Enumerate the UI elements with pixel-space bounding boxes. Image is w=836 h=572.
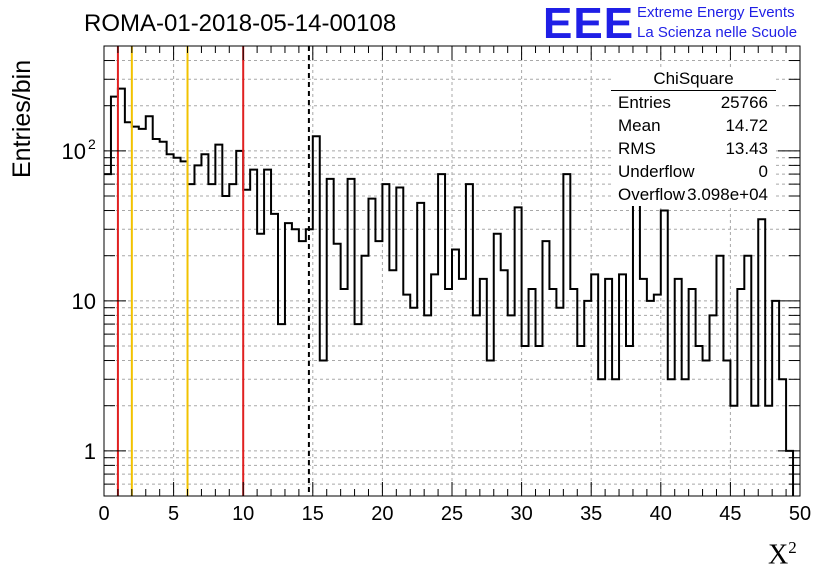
- histogram-line: [104, 87, 795, 496]
- chart-title: ROMA-01-2018-05-14-00108: [84, 10, 397, 37]
- y-tick-label: 10: [62, 139, 86, 164]
- stats-value: 25766: [720, 93, 768, 112]
- stats-key: Underflow: [618, 162, 695, 181]
- x-tick-label: 20: [371, 503, 393, 525]
- stats-key: Overflow: [618, 185, 686, 204]
- x-tick-label: 0: [98, 503, 109, 525]
- stats-value: 3.098e+04: [687, 185, 768, 204]
- x-tick-label: 10: [232, 503, 254, 525]
- stats-value: 13.43: [725, 139, 768, 158]
- stats-box: ChiSquare Entries 25766 Mean 14.72 RMS 13.4…: [611, 68, 776, 206]
- x-axis-ticks: 0 5 10 15 20 25 30 35 40 45 50: [98, 46, 811, 525]
- x-axis-label-exponent: 2: [788, 538, 797, 557]
- x-tick-label: 15: [302, 503, 324, 525]
- stats-key: RMS: [618, 139, 656, 158]
- stats-value: 14.72: [725, 116, 768, 135]
- stats-key: Entries: [618, 93, 671, 112]
- stats-row: Overflow 3.098e+04: [611, 183, 776, 206]
- eee-logo: EEE: [543, 0, 635, 48]
- reference-lines: [116, 46, 310, 496]
- x-tick-label: 35: [580, 503, 602, 525]
- x-axis-label: X2: [768, 538, 797, 571]
- x-tick-label: 5: [168, 503, 179, 525]
- histogram-series: [104, 87, 795, 496]
- stats-row: RMS 13.43: [611, 137, 776, 160]
- stats-row: Underflow 0: [611, 160, 776, 183]
- logo-line-2: La Scienza nelle Scuole: [637, 24, 798, 41]
- stats-value: 0: [758, 162, 768, 181]
- x-tick-label: 45: [719, 503, 741, 525]
- stats-row: Mean 14.72: [611, 114, 776, 137]
- stats-key: Mean: [618, 116, 661, 135]
- y-tick-label: 1: [84, 439, 96, 464]
- y-tick-label-exponent: 2: [88, 136, 96, 152]
- x-tick-label: 30: [510, 503, 532, 525]
- logo-line-1: Extreme Energy Events: [637, 4, 795, 21]
- grid: [104, 45, 800, 497]
- x-axis-label-text: X: [768, 539, 789, 571]
- stats-row: Entries 25766: [611, 91, 776, 114]
- x-tick-label: 50: [789, 503, 811, 525]
- stats-title: ChiSquare: [611, 68, 776, 91]
- y-axis-label: Entries/bin: [8, 59, 36, 178]
- x-tick-label: 25: [441, 503, 463, 525]
- y-tick-label: 10: [72, 289, 96, 314]
- x-tick-label: 40: [650, 503, 672, 525]
